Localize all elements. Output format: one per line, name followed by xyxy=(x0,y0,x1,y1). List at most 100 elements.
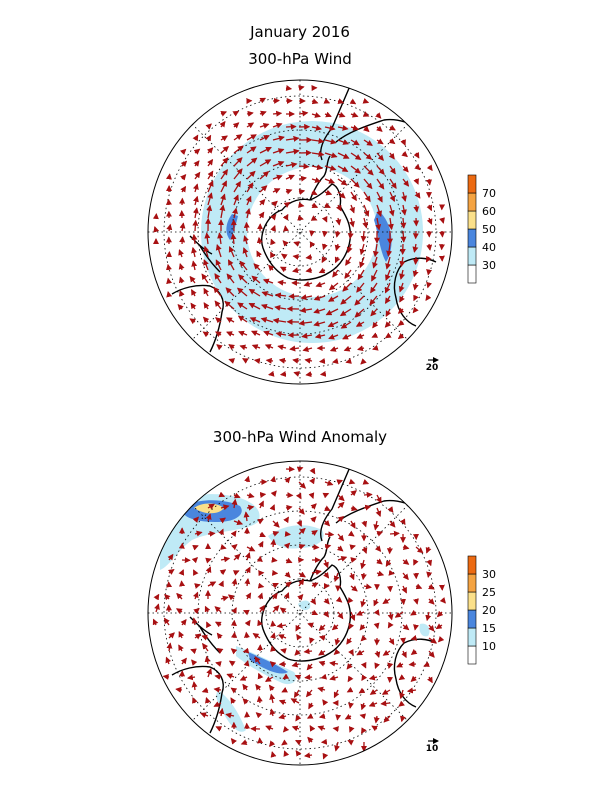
wind-vector-arrow xyxy=(272,97,280,104)
wind-vector-arrow xyxy=(191,233,198,245)
wind-vector-arrow xyxy=(278,699,287,706)
wind-vector-arrow xyxy=(321,230,328,238)
wind-vector-arrow xyxy=(270,645,276,652)
wind-vector-arrow xyxy=(232,207,238,219)
wind-vector-arrow xyxy=(308,492,315,499)
wind-vector-arrow xyxy=(333,689,340,699)
wind-vector-arrow xyxy=(259,198,266,206)
anomaly-reference-vector: 10 xyxy=(426,738,439,754)
wind-vector-arrow xyxy=(324,202,331,208)
wind-vector-arrow xyxy=(194,530,203,537)
wind-vector-arrow xyxy=(401,650,407,659)
wind-vector-arrow xyxy=(400,230,407,243)
wind-vector-arrow xyxy=(394,611,404,618)
colorbar-swatch xyxy=(467,228,477,248)
wind-vector-arrow xyxy=(272,317,287,324)
wind-vector-arrow xyxy=(297,593,304,601)
wind-vector-arrow xyxy=(439,597,446,604)
wind-vector-arrow xyxy=(400,204,407,216)
wind-vector-arrow xyxy=(400,637,406,644)
wind-vector-arrow xyxy=(242,683,249,691)
wind-vector-arrow xyxy=(239,260,248,271)
wind-vector-arrow xyxy=(295,714,302,722)
wind-vector-arrow xyxy=(293,689,300,699)
wind-vector-arrow xyxy=(207,581,217,588)
wind-vector-arrow xyxy=(340,295,352,305)
wind-vector-arrow xyxy=(413,598,419,605)
wind-vector-arrow xyxy=(375,507,382,518)
wind-vector-arrow xyxy=(166,291,173,298)
wind-vector-arrow xyxy=(275,331,287,338)
wind-vector-arrow xyxy=(279,371,287,377)
wind-vector-arrow xyxy=(217,232,224,245)
wind-vector-arrow xyxy=(402,624,410,631)
wind-vector-arrow xyxy=(270,490,277,497)
wind-vector-arrow xyxy=(331,624,339,631)
wind-vector-arrow xyxy=(363,191,371,203)
wind-vector-arrow xyxy=(191,617,198,626)
wind-vector-arrow xyxy=(272,188,281,194)
wind-vector-arrow xyxy=(260,317,274,323)
wind-vector-arrow xyxy=(399,256,406,268)
wind-vector-arrow xyxy=(413,204,420,213)
wind-vector-arrow xyxy=(324,138,337,145)
wind-vector-arrow xyxy=(295,624,301,632)
wind-vector-arrow xyxy=(345,358,352,364)
wind-vector-arrow xyxy=(257,592,264,600)
wind-vector-arrow xyxy=(406,687,417,694)
wind-vector-arrow xyxy=(280,648,287,654)
wind-vector-arrow xyxy=(322,699,329,706)
wind-vector-arrow xyxy=(373,520,380,531)
wind-vector-arrow xyxy=(261,291,274,297)
wind-vector-arrow xyxy=(231,543,238,551)
wind-vector-arrow xyxy=(191,556,199,564)
wind-vector-arrow xyxy=(165,263,172,271)
wind-vector-arrow xyxy=(230,697,237,704)
wind-vector-arrow xyxy=(347,530,355,537)
wind-vector-arrow xyxy=(270,632,276,639)
colorbar-swatch xyxy=(467,573,477,593)
wind-vector-arrow xyxy=(401,191,407,202)
south-america-tip xyxy=(320,466,351,542)
wind-vector-arrow xyxy=(408,661,417,668)
wind-vector-arrow xyxy=(281,686,289,693)
wind-vector-arrow xyxy=(259,110,267,117)
wind-map-border xyxy=(147,79,453,385)
wind-vector-arrow xyxy=(230,648,238,655)
wind-vector-arrow xyxy=(337,124,349,131)
wind-vector-arrow xyxy=(178,276,185,284)
wind-vector-arrow xyxy=(201,634,209,641)
wind-vector-arrow xyxy=(374,662,381,670)
wind-vector-arrow xyxy=(268,684,275,692)
wind-vector-arrow xyxy=(259,185,268,193)
wind-vector-arrow xyxy=(244,578,251,587)
wind-vector-arrow xyxy=(372,243,379,258)
wind-vector-arrow xyxy=(186,674,196,681)
wind-vector-arrow xyxy=(414,164,421,171)
wind-vector-arrow xyxy=(165,173,172,180)
wind-vector-arrow xyxy=(220,595,229,602)
wind-vector-arrow xyxy=(389,520,396,528)
wind-vector-arrow xyxy=(318,660,326,667)
wind-vector-arrow xyxy=(192,516,199,524)
wind-vector-arrow xyxy=(230,530,237,538)
wind-vector-arrow xyxy=(311,98,319,105)
anomaly-vector-field xyxy=(152,466,446,760)
colorbar-swatch xyxy=(467,591,477,611)
wind-vector-arrow xyxy=(283,750,290,757)
wind-vector-arrow xyxy=(272,148,285,154)
wind-vector-arrow xyxy=(258,211,265,219)
wind-vector-arrow xyxy=(282,240,289,247)
wind-vector-arrow xyxy=(194,171,201,180)
wind-vector-arrow xyxy=(180,160,188,168)
wind-vector-arrow xyxy=(296,520,302,527)
wind-vector-arrow xyxy=(219,204,226,219)
wind-vector-arrow xyxy=(337,98,345,104)
wind-vector-arrow xyxy=(179,236,186,245)
wind-vector-arrow xyxy=(175,686,183,693)
wind-vector-arrow xyxy=(298,163,310,170)
colorbar-tick-label: 30 xyxy=(482,259,496,272)
wind-vector-arrow xyxy=(318,649,326,656)
colorbar-tick-label: 70 xyxy=(482,187,496,200)
wind-vector-arrow xyxy=(166,223,173,232)
